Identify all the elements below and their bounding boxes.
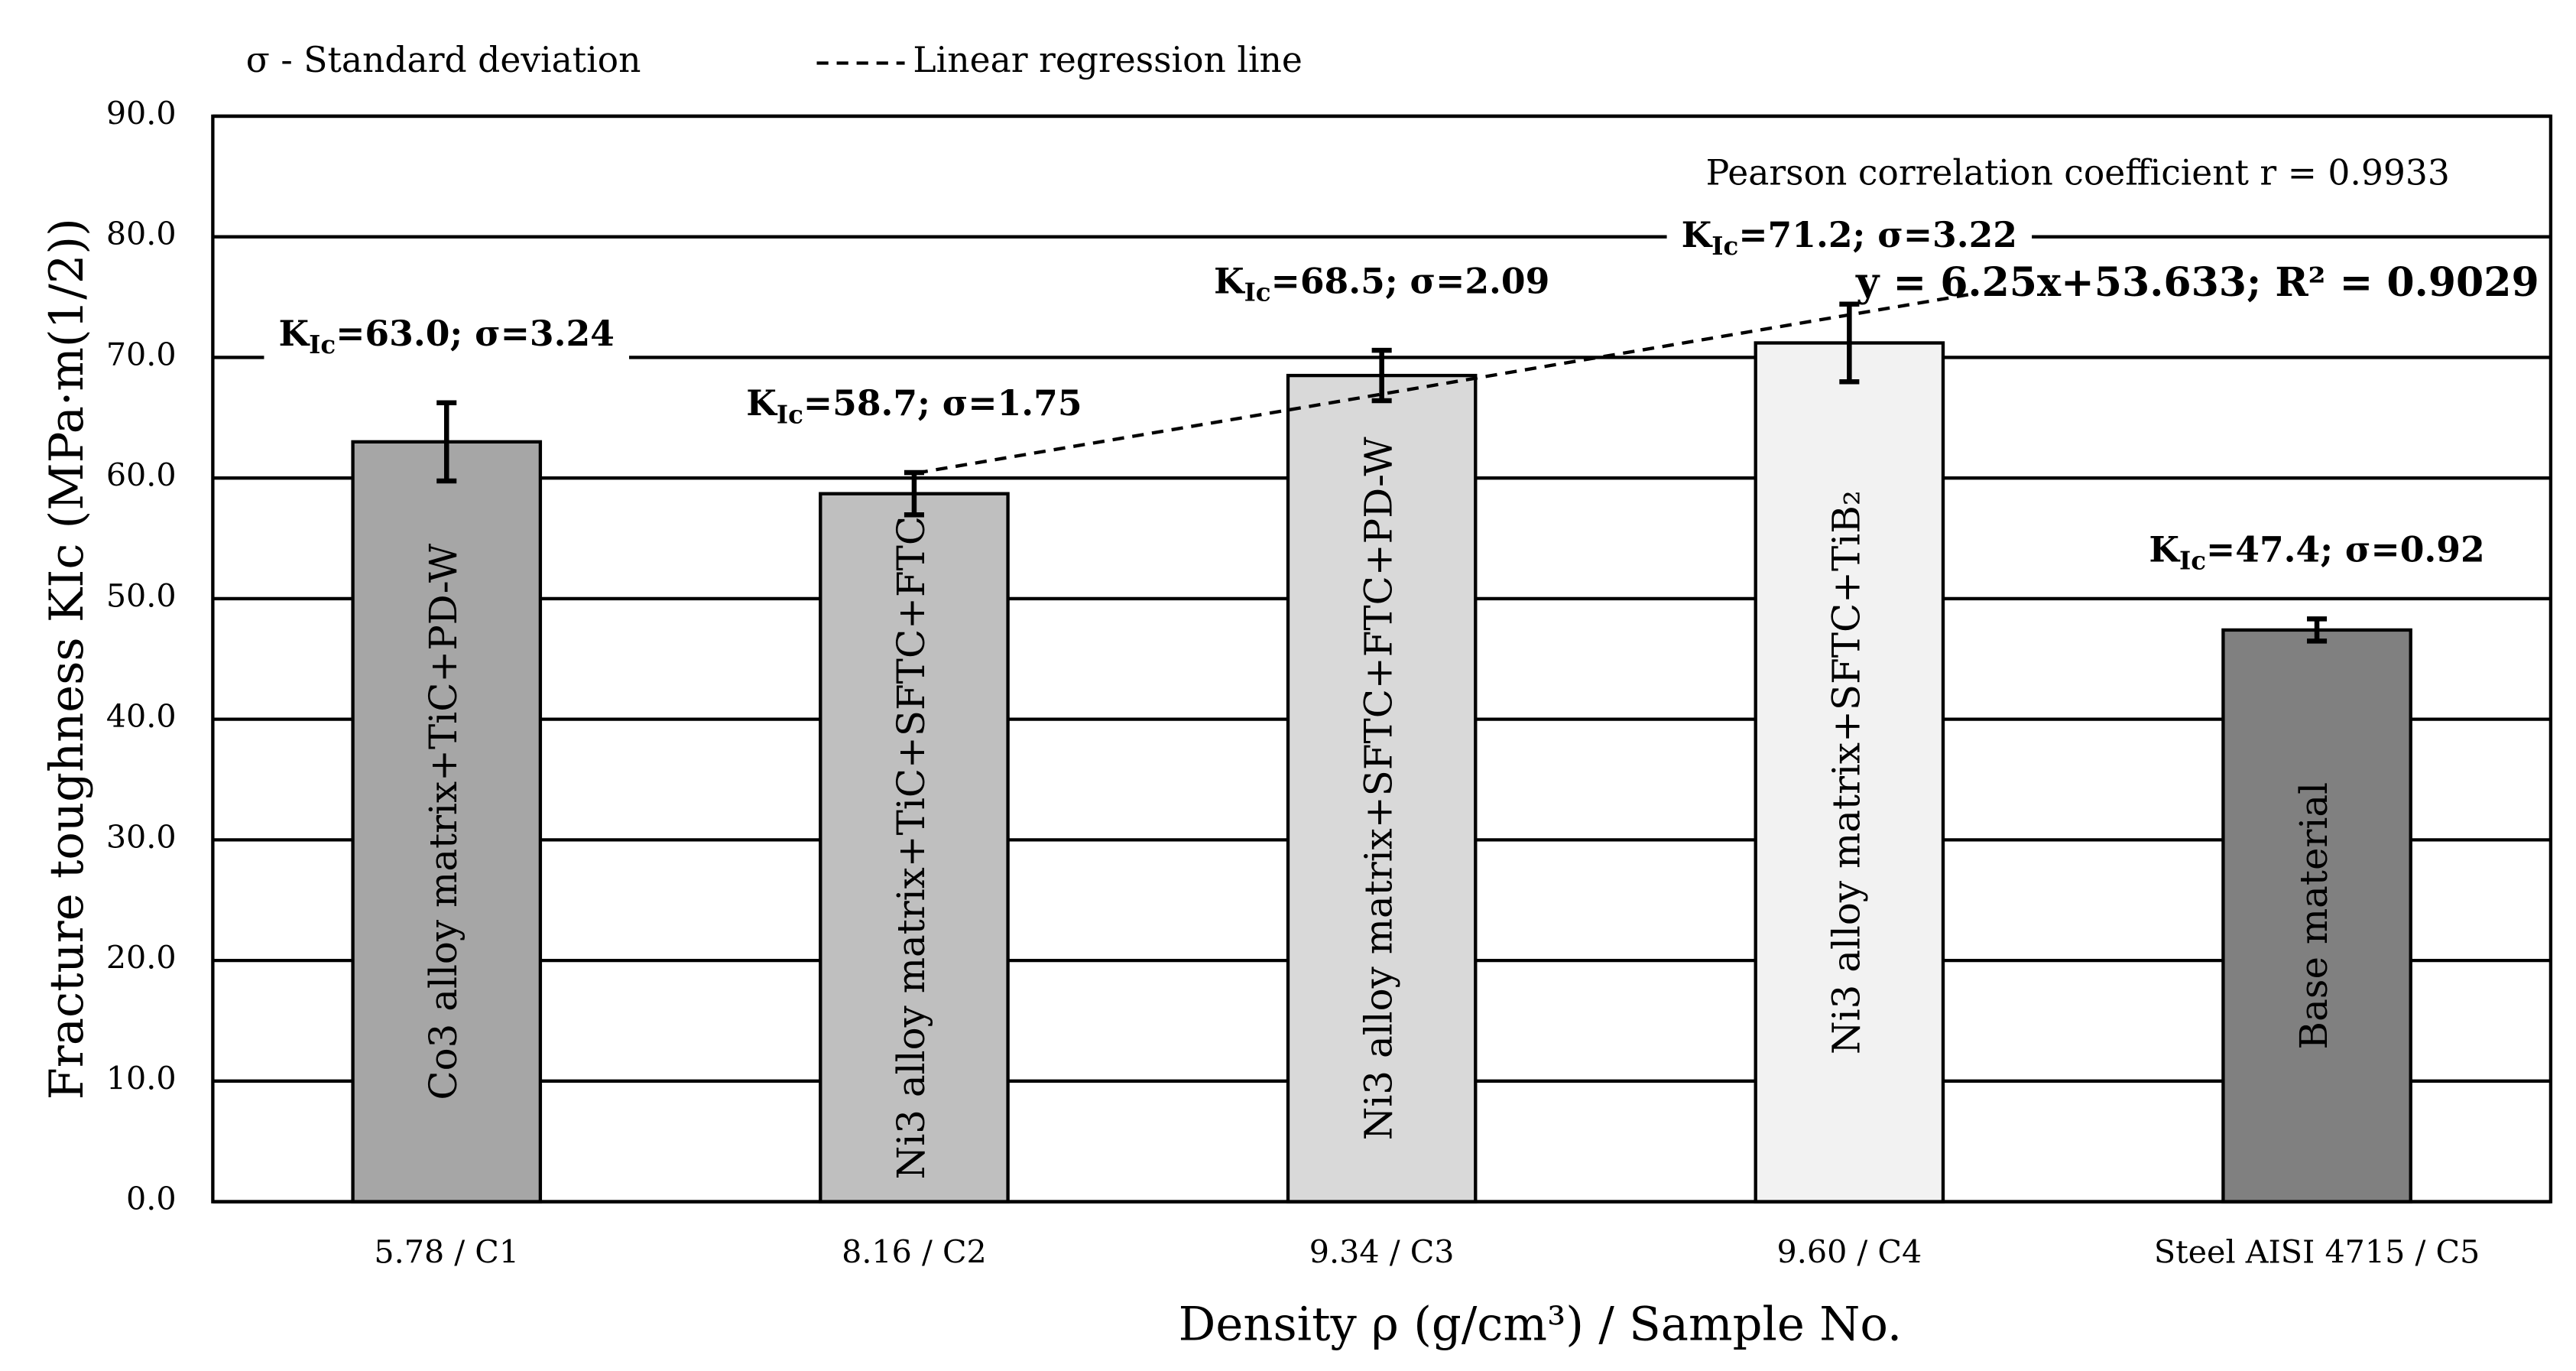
bar bbox=[2221, 628, 2412, 1204]
label-bg bbox=[2134, 519, 2500, 586]
x-tick-label: Steel AISI 4715 / C5 bbox=[2154, 1234, 2480, 1271]
y-tick-label: 60.0 bbox=[106, 457, 177, 494]
bar-name: Base material bbox=[2292, 782, 2336, 1050]
bar bbox=[819, 492, 1010, 1204]
y-axis-title: Fracture toughness KIc (MPa·m(1/2)) bbox=[41, 218, 94, 1100]
value-label: KIc=47.4; σ=0.92 bbox=[2149, 528, 2484, 575]
error-bar bbox=[1371, 347, 1392, 404]
x-tick-label: 9.34 / C3 bbox=[1309, 1234, 1455, 1271]
value-label: KIc=63.0; σ=3.24 bbox=[279, 312, 615, 359]
error-bar bbox=[1839, 301, 1860, 385]
x-tick-label: 8.16 / C2 bbox=[842, 1234, 987, 1271]
y-tick-label: 0.0 bbox=[126, 1181, 177, 1217]
x-axis-title: Density ρ (g/cm³) / Sample No. bbox=[1179, 1298, 1903, 1352]
label-bg bbox=[264, 303, 630, 370]
plot-frame bbox=[211, 114, 2553, 1204]
error-bar bbox=[2307, 616, 2328, 644]
bar-name: Ni3 alloy matrix+TiC+SFTC+FTC bbox=[889, 516, 933, 1179]
legend-sigma: σ - Standard deviation bbox=[246, 40, 641, 80]
y-tick-label: 90.0 bbox=[106, 95, 177, 132]
y-tick-label: 80.0 bbox=[106, 216, 177, 252]
value-label: KIc=68.5; σ=2.09 bbox=[1214, 260, 1549, 307]
annotation-bg bbox=[1701, 146, 2465, 206]
regression-equation: y = 6.25x+53.633; R² = 0.9029 bbox=[1855, 259, 2539, 306]
label-bg bbox=[732, 372, 1097, 440]
y-tick-label: 70.0 bbox=[106, 336, 177, 373]
label-bg bbox=[1666, 204, 2033, 271]
y-tick-label: 50.0 bbox=[106, 577, 177, 614]
bar-name: Ni3 alloy matrix+SFTC+TiB₂ bbox=[1824, 490, 1868, 1054]
error-bar bbox=[436, 400, 457, 484]
label-bg bbox=[1199, 250, 1565, 317]
y-tick-label: 40.0 bbox=[106, 698, 177, 735]
pearson-annotation: Pearson correlation coefficient r = 0.99… bbox=[1706, 153, 2450, 193]
regression-line bbox=[916, 290, 1984, 475]
legend-regression: Linear regression line bbox=[913, 40, 1302, 80]
value-label: KIc=58.7; σ=1.75 bbox=[746, 382, 1082, 429]
value-label: KIc=71.2; σ=3.22 bbox=[1682, 213, 2017, 260]
y-tick-label: 20.0 bbox=[106, 940, 177, 976]
bars: Co3 alloy matrix+TiC+PD-W Ni3 alloy matri… bbox=[351, 301, 2412, 1204]
y-tick-label: 30.0 bbox=[106, 819, 177, 856]
labels: KIc=63.0; σ=3.24 KIc=58.7; σ=1.75 KIc=68.5… bbox=[264, 204, 2500, 586]
bar-name: Ni3 alloy matrix+SFTC+FTC+PD-W bbox=[1357, 437, 1401, 1141]
y-tick-label: 10.0 bbox=[106, 1060, 177, 1096]
x-tick-label: 5.78 / C1 bbox=[374, 1234, 519, 1271]
bar-name: Co3 alloy matrix+TiC+PD-W bbox=[421, 543, 466, 1100]
x-tick-label: 9.60 / C4 bbox=[1776, 1234, 1922, 1271]
annotation-bg bbox=[1974, 255, 2548, 316]
bar bbox=[1754, 341, 1945, 1204]
